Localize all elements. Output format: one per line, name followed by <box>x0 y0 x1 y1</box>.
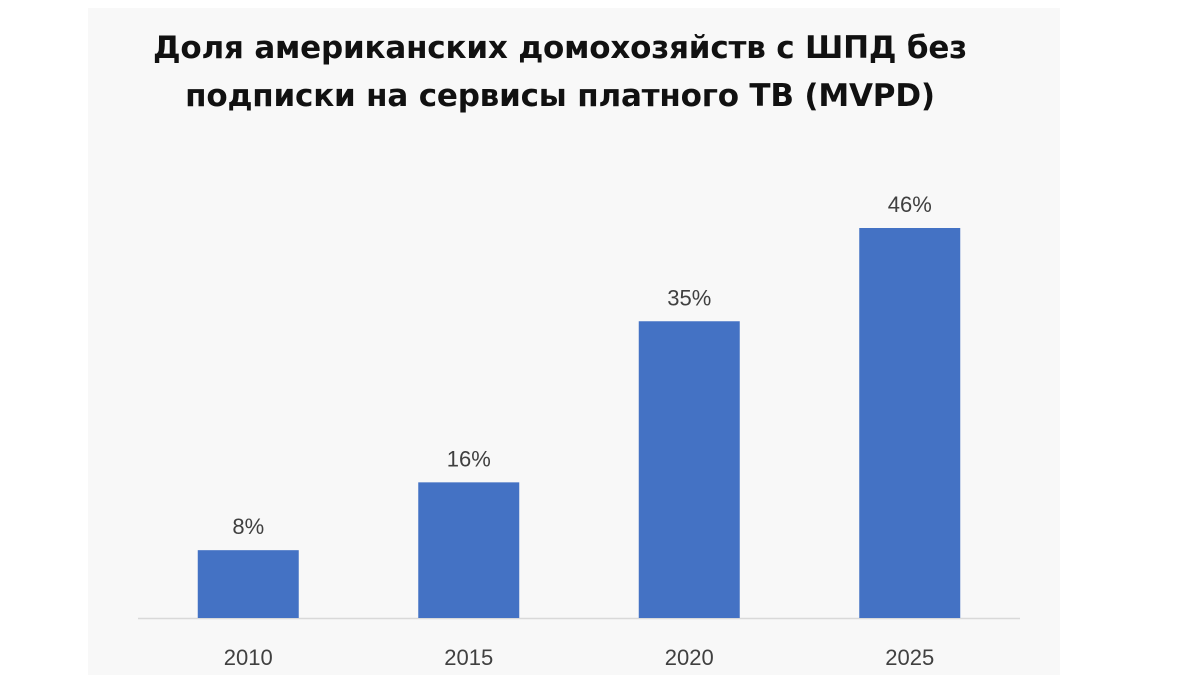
bar-2010 <box>197 550 299 618</box>
data-label-2025: 46% <box>888 192 932 217</box>
chart-title-line-2: подписки на сервисы платного ТВ (MVPD) <box>185 78 935 114</box>
bar-2015 <box>418 482 520 618</box>
x-tick-label-2025: 2025 <box>885 645 934 670</box>
data-label-2010: 8% <box>232 514 264 539</box>
bar-2020 <box>638 321 740 618</box>
x-tick-label-2015: 2015 <box>444 645 493 670</box>
data-label-2015: 16% <box>447 446 491 471</box>
bar-2025 <box>859 228 961 618</box>
data-label-2020: 35% <box>667 285 711 310</box>
chart-title-line-1: Доля американских домохозяйств с ШПД без <box>153 30 967 66</box>
x-tick-label-2010: 2010 <box>224 645 273 670</box>
chart-title: Доля американских домохозяйств с ШПД без… <box>60 24 1060 120</box>
x-tick-label-2020: 2020 <box>665 645 714 670</box>
